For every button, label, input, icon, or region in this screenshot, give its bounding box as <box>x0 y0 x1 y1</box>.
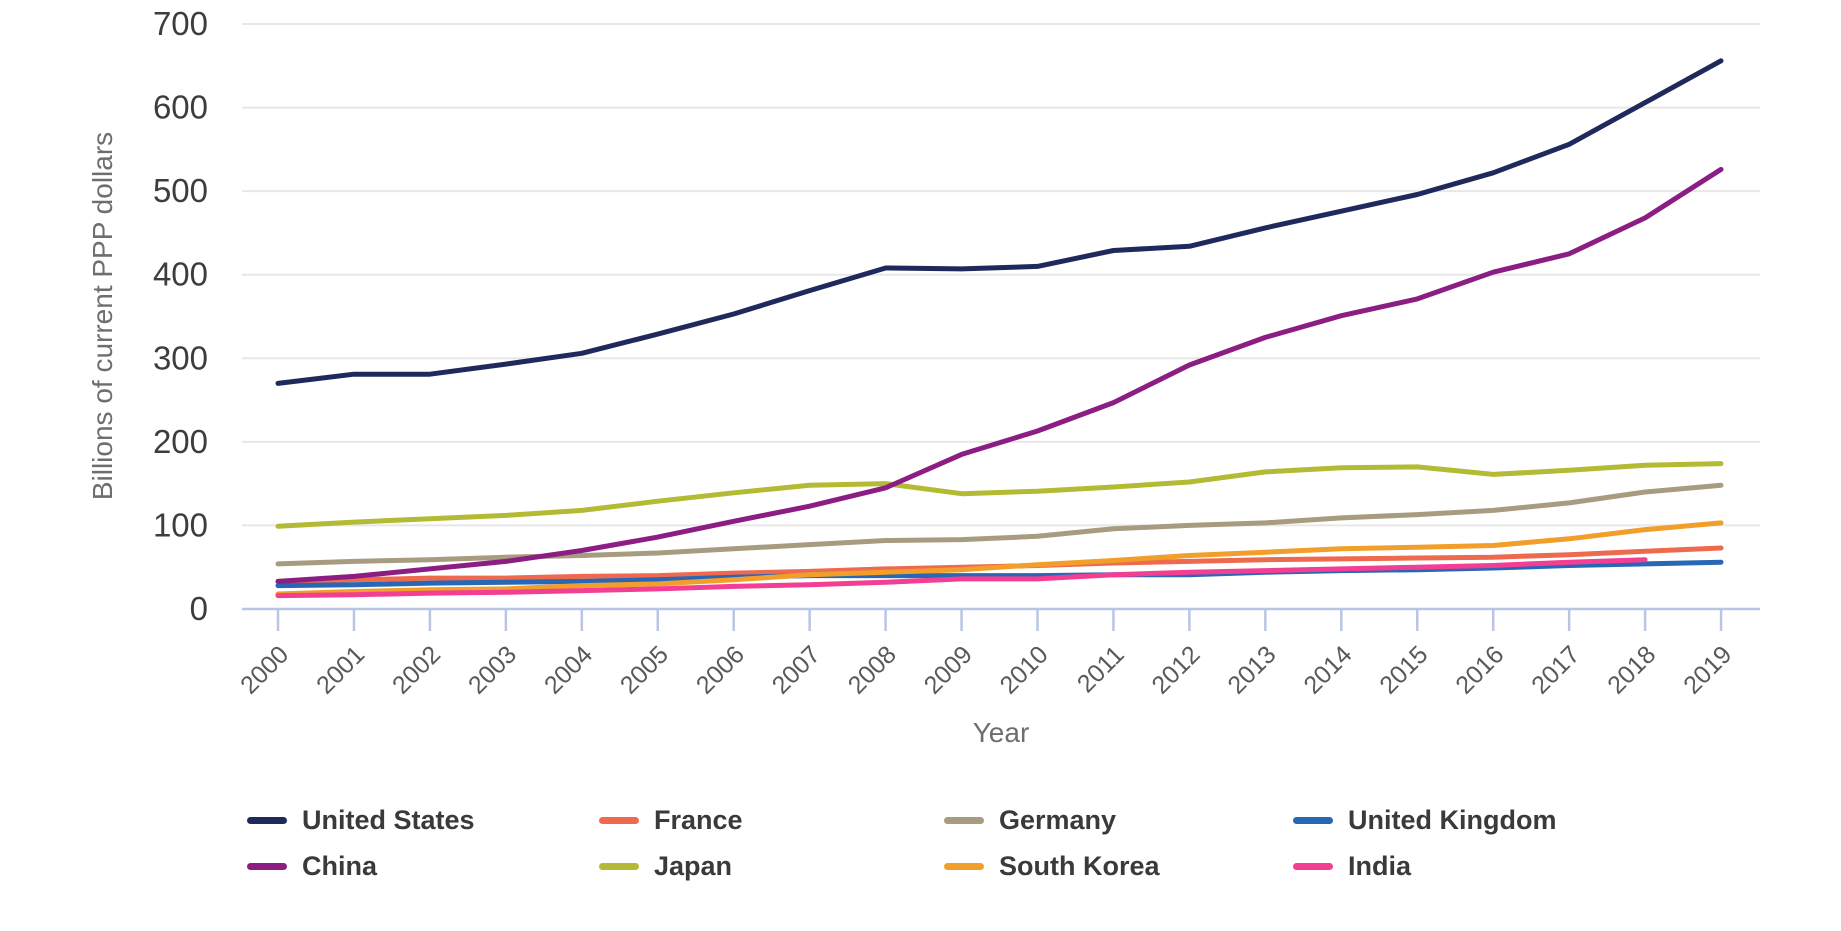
legend-label: United States <box>302 804 475 835</box>
y-tick-label: 500 <box>153 172 208 209</box>
x-tick-label: 2009 <box>919 640 978 699</box>
x-tick-label: 2006 <box>691 640 750 699</box>
series-line-india <box>275 557 1648 599</box>
legend-item-india: India <box>1293 849 1556 883</box>
y-tick-label: 600 <box>153 89 208 126</box>
x-tick-label: 2003 <box>463 640 522 699</box>
x-tick-label: 2004 <box>539 640 598 699</box>
legend-label: Germany <box>999 804 1117 835</box>
legend-swatch <box>599 816 639 824</box>
series-line-japan <box>275 461 1724 529</box>
legend-label: United Kingdom <box>1348 804 1557 835</box>
x-tick-label: 2019 <box>1678 640 1737 699</box>
x-tick-label: 2000 <box>235 640 294 699</box>
y-tick-label: 300 <box>153 339 208 376</box>
legend-swatch <box>944 816 984 824</box>
legend-item-japan: Japan <box>599 849 944 883</box>
y-tick-label: 400 <box>153 256 208 293</box>
gridlines <box>242 23 1760 527</box>
y-axis-title: Billions of current PPP dollars <box>87 132 118 500</box>
x-tick-label: 2011 <box>1072 640 1130 698</box>
x-tick-label: 2005 <box>615 640 674 699</box>
x-tick-label: 2002 <box>387 640 446 699</box>
series-lines <box>275 58 1724 599</box>
legend-label: France <box>654 804 743 835</box>
legend: United States France Germany United Kingdom… <box>247 803 1556 883</box>
legend-swatch <box>247 816 287 824</box>
legend-label: South Korea <box>999 850 1160 881</box>
legend-swatch <box>944 862 984 870</box>
series-line-south-korea <box>275 520 1724 597</box>
x-axis-line-and-ticks <box>242 607 1760 631</box>
legend-item-south-korea: South Korea <box>944 849 1293 883</box>
y-tick-label: 100 <box>153 506 208 543</box>
x-tick-label: 2016 <box>1450 640 1509 699</box>
legend-item-china: China <box>247 849 599 883</box>
series-line-germany <box>275 482 1724 567</box>
x-tick-label: 2018 <box>1602 640 1661 699</box>
x-tick-label: 2017 <box>1526 640 1585 699</box>
legend-item-germany: Germany <box>944 803 1293 837</box>
x-tick-labels: 2000 2001 2002 2003 2004 2005 2006 2007 2008 2009… <box>235 640 1737 699</box>
legend-item-france: France <box>599 803 944 837</box>
legend-label: China <box>302 850 378 881</box>
series-line-china <box>275 166 1724 584</box>
x-tick-label: 2001 <box>311 640 370 699</box>
y-tick-label: 0 <box>190 590 208 627</box>
x-tick-label: 2012 <box>1147 640 1206 699</box>
x-tick-label: 2014 <box>1298 640 1357 699</box>
x-tick-label: 2013 <box>1222 640 1281 699</box>
series-line-united-states <box>275 58 1724 386</box>
x-tick-label: 2015 <box>1374 640 1433 699</box>
legend-swatch <box>1293 816 1333 824</box>
x-tick-label: 2007 <box>767 640 826 699</box>
legend-item-united-states: United States <box>247 803 599 837</box>
legend-swatch <box>1293 862 1333 870</box>
y-tick-label: 200 <box>153 423 208 460</box>
x-tick-label: 2010 <box>995 640 1054 699</box>
y-tick-label: 700 <box>153 5 208 42</box>
legend-item-united-kingdom: United Kingdom <box>1293 803 1556 837</box>
x-axis-title: Year <box>973 717 1030 748</box>
legend-label: Japan <box>654 850 733 881</box>
legend-label: India <box>1348 850 1412 881</box>
x-tick-label: 2008 <box>843 640 902 699</box>
legend-swatch <box>599 862 639 870</box>
y-tick-labels: 0 100 200 300 400 500 600 700 <box>153 5 208 627</box>
legend-swatch <box>247 862 287 870</box>
